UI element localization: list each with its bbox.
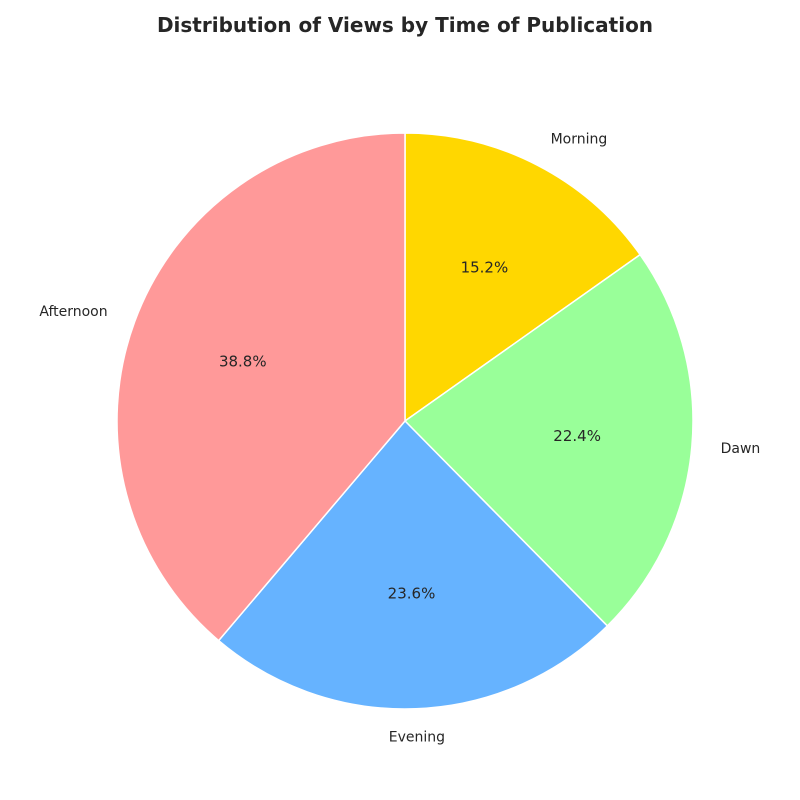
pct-label-afternoon: 38.8% [219, 352, 267, 370]
pie-slices [116, 132, 694, 710]
pie-slice-evening [217, 419, 609, 710]
category-label-dawn: Dawn [721, 441, 761, 457]
category-label-evening: Evening [389, 730, 445, 746]
pie-slice-morning [404, 132, 642, 423]
pct-label-dawn: 22.4% [553, 427, 601, 445]
pct-label-morning: 15.2% [461, 259, 509, 277]
pie-slice-afternoon [116, 132, 406, 642]
category-label-morning: Morning [551, 132, 608, 148]
pie-slice-dawn [403, 253, 694, 627]
pct-label-evening: 23.6% [388, 585, 436, 603]
category-label-afternoon: Afternoon [39, 304, 107, 320]
chart-title: Distribution of Views by Time of Publica… [156, 13, 654, 37]
pie-labels: 15.2% Morning 22.4% Dawn 23.6% Evening 38.8% Af… [39, 132, 760, 746]
